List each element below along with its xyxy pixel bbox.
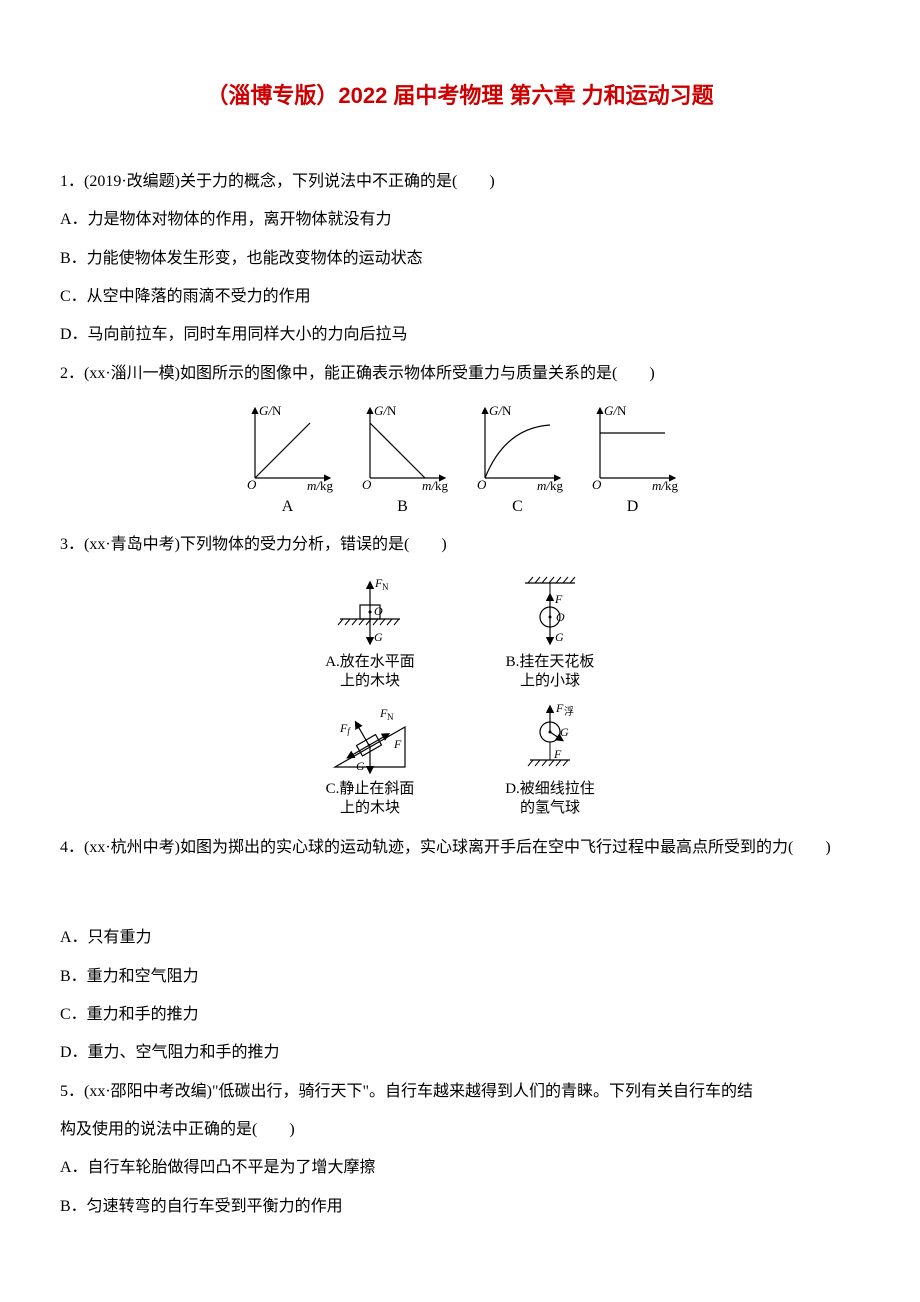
q1-option-a: A．力是物体对物体的作用，离开物体就没有力 <box>60 201 860 239</box>
q4-figure-placeholder <box>60 883 860 903</box>
q3-caption-b-l1: B.挂在天花板 <box>506 654 595 670</box>
q3-caption-c: C.静止在斜面 上的木块 <box>326 780 415 819</box>
svg-text:Ff: Ff <box>339 721 351 736</box>
q3-caption-a-l1: A.放在水平面 <box>325 654 415 670</box>
xlabel: m/kg <box>422 478 449 493</box>
page-title: （淄博专版）2022 届中考物理 第六章 力和运动习题 <box>60 70 860 123</box>
q3-caption-d: D.被细线拉住 的氢气球 <box>505 780 595 819</box>
ylabel: G/N <box>259 403 282 418</box>
q2-graph-a-svg: G/N O m/kg <box>235 403 340 493</box>
q3-caption-a: A.放在水平面 上的木块 <box>325 653 415 692</box>
svg-text:O: O <box>374 604 383 618</box>
q2-graph-a: G/N O m/kg A <box>235 403 340 516</box>
q3-item-b: F O G B.挂在天花板 上的小球 <box>490 575 610 692</box>
svg-text:F: F <box>553 747 562 761</box>
svg-text:浮: 浮 <box>564 706 574 718</box>
svg-text:G: G <box>356 759 365 773</box>
q3-caption-c-l2: 上的木块 <box>340 800 400 816</box>
svg-text:O: O <box>556 610 565 624</box>
q3-caption-c-l1: C.静止在斜面 <box>326 781 415 797</box>
q4-option-c: C．重力和手的推力 <box>60 996 860 1034</box>
q1-option-d: D．马向前拉车，同时车用同样大小的力向后拉马 <box>60 316 860 354</box>
q3-caption-d-l2: 的氢气球 <box>520 800 580 816</box>
svg-text:F: F <box>393 737 402 751</box>
xlabel: m/kg <box>537 478 564 493</box>
ylabel: G/N <box>489 403 512 418</box>
q2-label-b: B <box>397 497 408 516</box>
q5-stem-l2: 构及使用的说法中正确的是( ) <box>60 1111 860 1149</box>
q2-graph-b-svg: G/N O m/kg <box>350 403 455 493</box>
ylabel: G/N <box>604 403 627 418</box>
svg-text:F: F <box>555 702 564 715</box>
q3-diagram-b: F O G <box>490 575 610 650</box>
xlabel: m/kg <box>307 478 334 493</box>
q3-diagram-a: FN O G <box>310 575 430 650</box>
q2-label-a: A <box>282 497 294 516</box>
q2-label-d: D <box>627 497 639 516</box>
q5-option-a: A．自行车轮胎做得凹凸不平是为了增大摩擦 <box>60 1149 860 1187</box>
q3-item-a: FN O G A.放在水平面 上的木块 <box>310 575 430 692</box>
ylabel: G/N <box>374 403 397 418</box>
q4-option-a: A．只有重力 <box>60 919 860 957</box>
q4-stem: 4．(xx·杭州中考)如图为掷出的实心球的运动轨迹，实心球离开手后在空中飞行过程… <box>60 829 860 867</box>
q3-caption-b-l2: 上的小球 <box>520 673 580 689</box>
origin: O <box>362 477 372 492</box>
q2-stem: 2．(xx·淄川一模)如图所示的图像中，能正确表示物体所受重力与质量关系的是( … <box>60 355 860 393</box>
origin: O <box>247 477 257 492</box>
svg-text:F: F <box>554 592 563 606</box>
q3-item-c: Ff FN F G C.静止在斜面 上的木块 <box>310 702 430 819</box>
q4-option-b: B．重力和空气阻力 <box>60 958 860 996</box>
q3-item-d: F浮 G F D.被细线拉住 的氢气球 <box>490 702 610 819</box>
q3-caption-a-l2: 上的木块 <box>340 673 400 689</box>
q3-diagram-d: F浮 G F <box>490 702 610 777</box>
q3-diagram-c: Ff FN F G <box>310 702 430 777</box>
svg-text:N: N <box>382 582 389 592</box>
svg-text:G: G <box>374 630 383 644</box>
q1-option-c: C．从空中降落的雨滴不受力的作用 <box>60 278 860 316</box>
q3-diagrams: FN O G A.放在水平面 上的木块 <box>60 575 860 819</box>
svg-text:G: G <box>555 630 564 644</box>
q2-graph-d-svg: G/N O m/kg <box>580 403 685 493</box>
xlabel: m/kg <box>652 478 679 493</box>
q1-stem: 1．(2019·改编题)关于力的概念，下列说法中不正确的是( ) <box>60 163 860 201</box>
q2-label-c: C <box>512 497 523 516</box>
q2-graph-b: G/N O m/kg B <box>350 403 455 516</box>
q5-option-b: B．匀速转弯的自行车受到平衡力的作用 <box>60 1188 860 1226</box>
q2-graph-c: G/N O m/kg C <box>465 403 570 516</box>
q1-option-b: B．力能使物体发生形变，也能改变物体的运动状态 <box>60 240 860 278</box>
origin: O <box>592 477 602 492</box>
q2-graphs: G/N O m/kg A G/N O m/kg B G/N O m/kg C <box>60 403 860 516</box>
q2-graph-d: G/N O m/kg D <box>580 403 685 516</box>
q3-caption-b: B.挂在天花板 上的小球 <box>506 653 595 692</box>
q2-graph-c-svg: G/N O m/kg <box>465 403 570 493</box>
q3-stem: 3．(xx·青岛中考)下列物体的受力分析，错误的是( ) <box>60 526 860 564</box>
q5-stem-l1: 5．(xx·邵阳中考改编)"低碳出行，骑行天下"。自行车越来越得到人们的青睐。下… <box>60 1073 860 1111</box>
svg-text:N: N <box>387 712 394 722</box>
origin: O <box>477 477 487 492</box>
svg-text:G: G <box>560 725 569 739</box>
q3-caption-d-l1: D.被细线拉住 <box>505 781 595 797</box>
q4-option-d: D．重力、空气阻力和手的推力 <box>60 1034 860 1072</box>
